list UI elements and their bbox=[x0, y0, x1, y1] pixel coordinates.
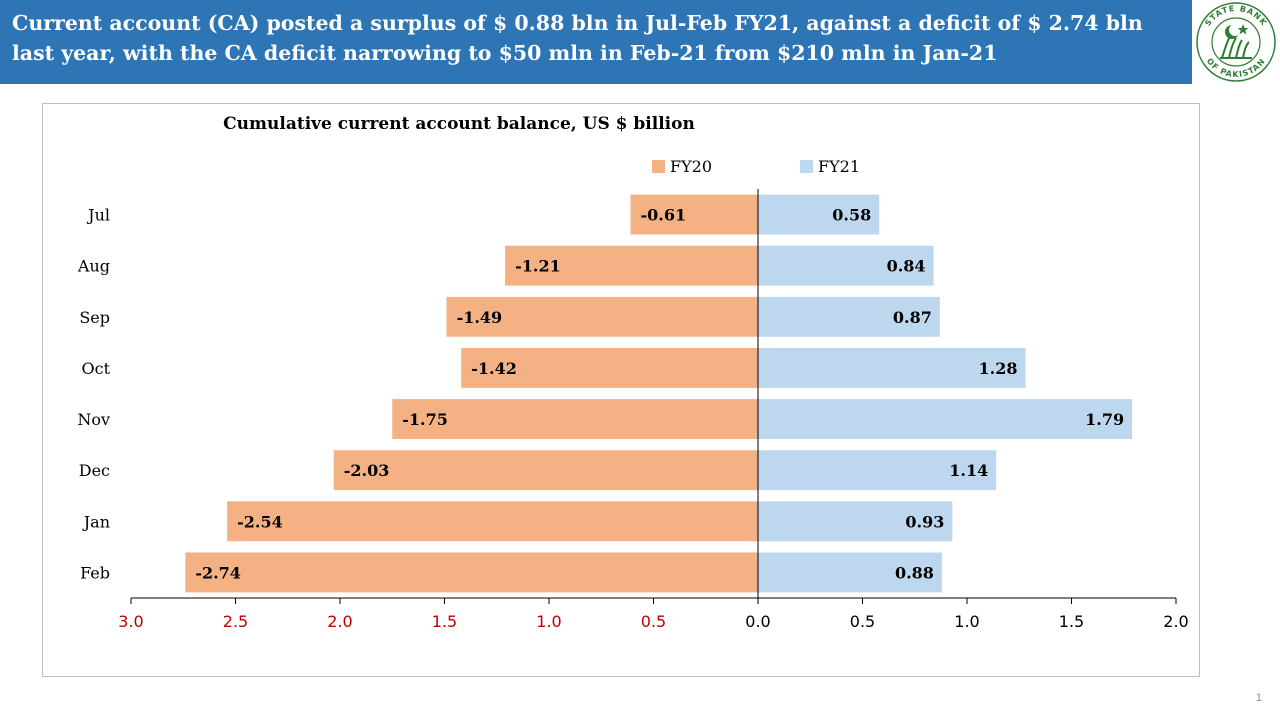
plot-area: -0.61 -1.21 -1.49 -1.42 -1.75 -2.03 -2.54 -2.74… bbox=[77, 189, 1189, 631]
category-label-oct: Oct bbox=[81, 359, 110, 378]
data-label-fy21-nov: 1.79 bbox=[1085, 410, 1124, 429]
x-tick-label-0: 3.0 bbox=[118, 612, 143, 631]
x-tick-label-1: 2.5 bbox=[223, 612, 248, 631]
bar-fy20-jul bbox=[630, 194, 758, 235]
data-label-fy20-jan: -2.54 bbox=[237, 512, 283, 531]
svg-text:OF PAKISTAN: OF PAKISTAN bbox=[1205, 57, 1267, 79]
legend-label-fy20: FY20 bbox=[670, 157, 712, 176]
page-number: 1 bbox=[1255, 692, 1262, 704]
category-label-jul: Jul bbox=[86, 206, 110, 225]
data-label-fy21-feb: 0.88 bbox=[895, 563, 934, 582]
data-label-fy21-jan: 0.93 bbox=[905, 512, 944, 531]
bar-fy21-nov bbox=[758, 399, 1133, 440]
category-label-sep: Sep bbox=[79, 308, 110, 327]
bar-fy20-aug bbox=[505, 245, 758, 286]
slide-title: Current account (CA) posted a surplus of… bbox=[12, 11, 1143, 65]
data-label-fy21-oct: 1.28 bbox=[979, 359, 1018, 378]
bar-fy20-dec bbox=[333, 450, 758, 491]
category-label-dec: Dec bbox=[79, 461, 110, 480]
category-label-jan: Jan bbox=[82, 512, 110, 531]
legend-swatch-fy20 bbox=[652, 160, 665, 173]
legend: FY20 FY21 bbox=[652, 157, 860, 176]
bar-fy21-jan bbox=[758, 501, 953, 542]
bar-fy20-nov bbox=[392, 399, 758, 440]
x-tick-label-10: 2.0 bbox=[1163, 612, 1188, 631]
chart-title: Cumulative current account balance, US $… bbox=[223, 114, 695, 134]
x-tick-label-2: 2.0 bbox=[327, 612, 352, 631]
category-label-nov: Nov bbox=[77, 410, 110, 429]
category-label-aug: Aug bbox=[77, 257, 110, 276]
data-label-fy21-sep: 0.87 bbox=[893, 308, 932, 327]
x-tick-label-3: 1.5 bbox=[432, 612, 457, 631]
header-bar: Current account (CA) posted a surplus of… bbox=[0, 0, 1280, 84]
x-tick-label-9: 1.5 bbox=[1059, 612, 1084, 631]
bar-fy20-sep bbox=[446, 296, 758, 337]
chart-frame: Cumulative current account balance, US $… bbox=[42, 103, 1200, 677]
data-label-fy20-jul: -0.61 bbox=[641, 206, 687, 225]
data-label-fy21-jul: 0.58 bbox=[832, 206, 871, 225]
data-label-fy20-dec: -2.03 bbox=[344, 461, 390, 480]
bar-fy21-oct bbox=[758, 347, 1026, 388]
data-label-fy21-dec: 1.14 bbox=[949, 461, 988, 480]
x-tick-label-4: 1.0 bbox=[536, 612, 561, 631]
data-label-fy20-nov: -1.75 bbox=[402, 410, 448, 429]
x-tick-label-7: 0.5 bbox=[850, 612, 875, 631]
bar-fy20-oct bbox=[461, 347, 758, 388]
bar-fy21-dec bbox=[758, 450, 997, 491]
data-label-fy20-aug: -1.21 bbox=[515, 257, 561, 276]
bar-fy20-jan bbox=[227, 501, 758, 542]
data-label-fy20-oct: -1.42 bbox=[471, 359, 517, 378]
state-bank-logo: STATE BANK OF PAKISTAN bbox=[1192, 0, 1280, 84]
x-tick-label-5: 0.5 bbox=[641, 612, 666, 631]
bar-fy21-aug bbox=[758, 245, 934, 286]
data-label-fy20-feb: -2.74 bbox=[195, 563, 241, 582]
bar-fy21-feb bbox=[758, 552, 942, 593]
bar-fy21-jul bbox=[758, 194, 880, 235]
x-tick-label-8: 1.0 bbox=[954, 612, 979, 631]
data-label-fy20-sep: -1.49 bbox=[457, 308, 503, 327]
state-bank-seal-icon: STATE BANK OF PAKISTAN bbox=[1196, 2, 1276, 82]
x-tick-label-6: 0.0 bbox=[745, 612, 770, 631]
data-label-fy21-aug: 0.84 bbox=[887, 257, 926, 276]
bar-fy21-sep bbox=[758, 296, 940, 337]
bar-fy20-feb bbox=[185, 552, 759, 593]
category-label-feb: Feb bbox=[80, 563, 110, 582]
legend-swatch-fy21 bbox=[800, 160, 813, 173]
legend-label-fy21: FY21 bbox=[818, 157, 860, 176]
current-account-chart: Cumulative current account balance, US $… bbox=[77, 114, 1189, 631]
